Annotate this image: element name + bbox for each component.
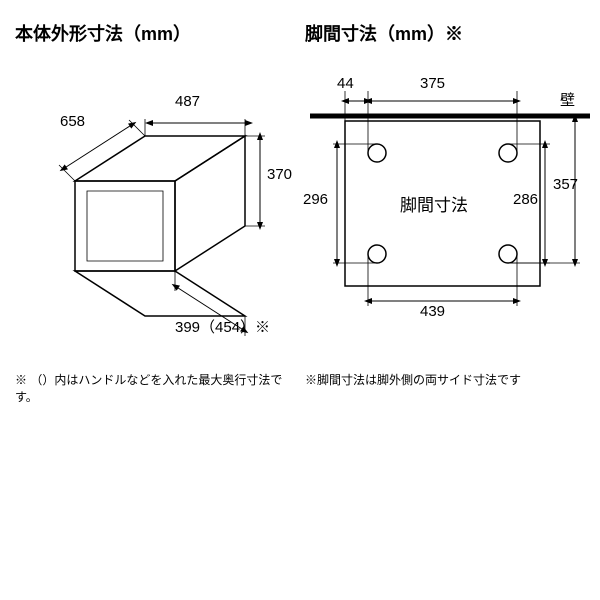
right-footnote: ※脚間寸法は脚外側の両サイド寸法です	[305, 371, 595, 388]
dim-399: 399（454）※	[175, 316, 270, 337]
left-title: 本体外形寸法（mm）	[15, 20, 295, 46]
dim-487: 487	[175, 93, 200, 110]
dim-296: 296	[303, 191, 328, 208]
dim-357: 357	[553, 176, 578, 193]
leg-dimensions-panel: 脚間寸法（mm）※	[305, 20, 595, 405]
label-center: 脚間寸法	[400, 191, 468, 216]
dim-658: 658	[60, 113, 85, 130]
plan-diagram: 44 375 壁 296 脚間寸法 286 357 439	[305, 61, 595, 361]
isometric-diagram: 658 487 370 399（454）※	[15, 61, 295, 361]
dim-44: 44	[337, 75, 354, 92]
dim-370: 370	[267, 166, 292, 183]
dim-375: 375	[420, 75, 445, 92]
dim-286: 286	[513, 191, 538, 208]
left-footnote: ※ （）内はハンドルなどを入れた最大奥行寸法です。	[15, 371, 295, 405]
right-title: 脚間寸法（mm）※	[305, 20, 595, 46]
external-dimensions-panel: 本体外形寸法（mm）	[15, 20, 295, 405]
dim-439: 439	[420, 303, 445, 320]
label-wall: 壁	[560, 89, 575, 110]
